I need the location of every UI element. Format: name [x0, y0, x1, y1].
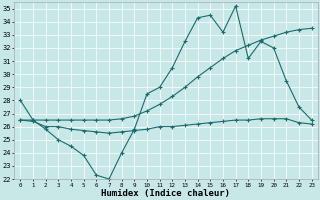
X-axis label: Humidex (Indice chaleur): Humidex (Indice chaleur)	[101, 189, 230, 198]
